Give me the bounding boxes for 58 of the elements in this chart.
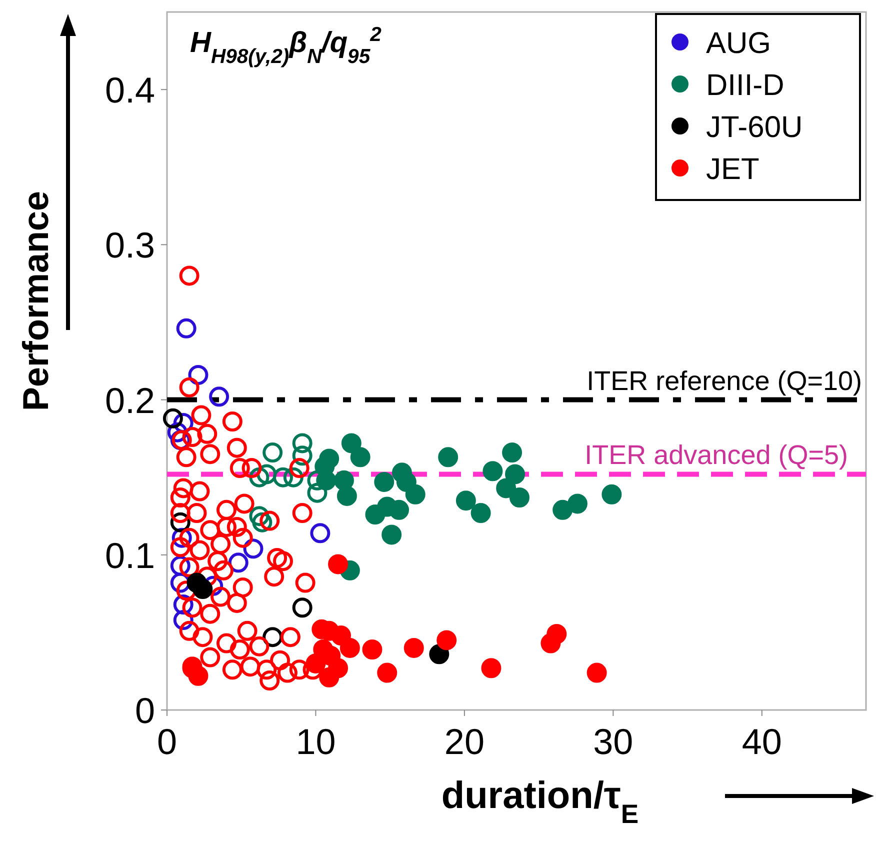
x-tick-label: 30 xyxy=(593,721,634,762)
point xyxy=(496,478,516,498)
point xyxy=(405,484,426,504)
point xyxy=(365,504,386,525)
point xyxy=(552,500,573,520)
point xyxy=(292,598,312,618)
point xyxy=(176,318,196,338)
point xyxy=(341,433,362,454)
point xyxy=(362,640,382,660)
legend-label: DIII-D xyxy=(706,69,784,102)
point xyxy=(567,494,588,514)
y-tick-label: 0.4 xyxy=(104,70,155,111)
point xyxy=(438,447,458,468)
point xyxy=(340,638,360,658)
point xyxy=(586,662,607,683)
point xyxy=(470,503,491,524)
x-tick-label: 40 xyxy=(742,721,782,762)
point xyxy=(336,486,357,506)
point xyxy=(502,442,522,463)
point xyxy=(209,386,230,407)
point xyxy=(188,666,208,686)
point xyxy=(404,638,424,658)
point xyxy=(292,433,312,454)
point xyxy=(307,482,328,503)
x-tick-label: 20 xyxy=(444,721,484,762)
annotation: ITER reference (Q=10) xyxy=(586,366,862,396)
point xyxy=(546,624,567,644)
point xyxy=(310,523,330,544)
point xyxy=(319,667,340,688)
point xyxy=(456,490,476,511)
y-tick-label: 0.1 xyxy=(104,534,155,576)
annotation: ITER advanced (Q=5) xyxy=(584,440,848,470)
point xyxy=(273,467,294,488)
point xyxy=(306,653,326,674)
point xyxy=(382,524,402,545)
point xyxy=(505,464,526,484)
point xyxy=(436,630,457,650)
legend-label: JT-60U xyxy=(706,111,803,144)
point xyxy=(192,579,213,600)
y-tick-label: 0 xyxy=(134,690,155,731)
point xyxy=(482,461,503,482)
x-tick-label: 10 xyxy=(296,721,336,762)
legend-label: AUG xyxy=(706,27,772,60)
point xyxy=(328,554,348,574)
point xyxy=(509,488,530,508)
point xyxy=(377,662,398,683)
point xyxy=(374,472,394,492)
point xyxy=(389,500,410,520)
point xyxy=(262,442,283,463)
point xyxy=(350,447,370,468)
point xyxy=(481,658,502,678)
point xyxy=(162,408,183,428)
legend-label: JET xyxy=(706,153,760,186)
y-axis-title: Performance xyxy=(15,190,56,412)
x-axis-title: duration/τ$_{E}$ xyxy=(441,775,639,829)
y-tick-label: 0.3 xyxy=(104,224,155,266)
point xyxy=(602,484,622,504)
y-tick-label: 0.2 xyxy=(104,380,155,421)
